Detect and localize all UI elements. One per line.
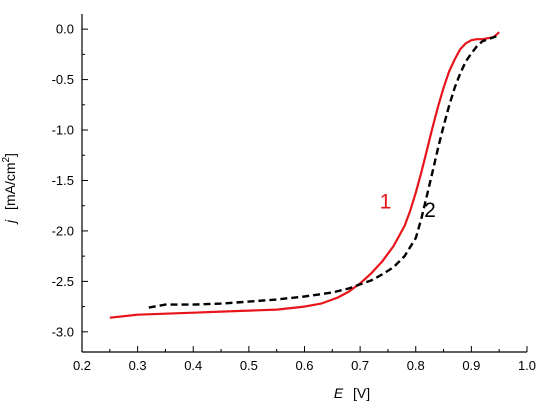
series-layer: [109, 31, 500, 319]
x-axis-title: E [V]: [334, 385, 370, 401]
x-tick-label: 0.9: [462, 358, 480, 373]
y-tick-label: -3.0: [52, 324, 74, 339]
x-tick-label: 0.3: [129, 358, 147, 373]
y-tick-label: -1.5: [52, 173, 74, 188]
y-axis-title: j [mA/cm2]: [1, 153, 18, 225]
y-axis-unit-close: ]: [2, 153, 18, 157]
series-2-label: 2: [424, 199, 436, 222]
y-tick-label: -2.5: [52, 274, 74, 289]
x-tick-label: 0.7: [351, 358, 369, 373]
y-tick-label: 0.0: [56, 22, 74, 37]
x-axis-unit: [V]: [353, 385, 370, 401]
y-tick-label: -2.0: [52, 223, 74, 238]
plot-frame: [81, 14, 527, 353]
x-tick-label: 0.6: [295, 358, 313, 373]
x-tick-label: 0.4: [184, 358, 202, 373]
series-1-line: [109, 31, 500, 319]
x-axis-ticks: 0.2 0.3 0.4 0.5 0.6 0.7 0.8 0.9 1.0: [73, 346, 536, 373]
y-axis-variable: j: [2, 219, 18, 225]
y-tick-label: -0.5: [52, 72, 74, 87]
x-tick-label: 0.8: [407, 358, 425, 373]
x-tick-label: 1.0: [518, 358, 536, 373]
y-axis-unit: [mA/cm: [2, 162, 18, 209]
series-1-label: 1: [380, 191, 392, 214]
x-tick-label: 0.2: [73, 358, 91, 373]
y-axis-ticks: 0.0 -0.5 -1.0 -1.5 -2.0 -2.5 -3.0: [52, 22, 88, 339]
x-tick-label: 0.5: [240, 358, 258, 373]
x-axis-variable: E: [334, 385, 344, 401]
series-2-line: [148, 34, 500, 309]
y-tick-label: -1.0: [52, 123, 74, 138]
y-axis-unit-superscript: 2: [1, 156, 12, 162]
